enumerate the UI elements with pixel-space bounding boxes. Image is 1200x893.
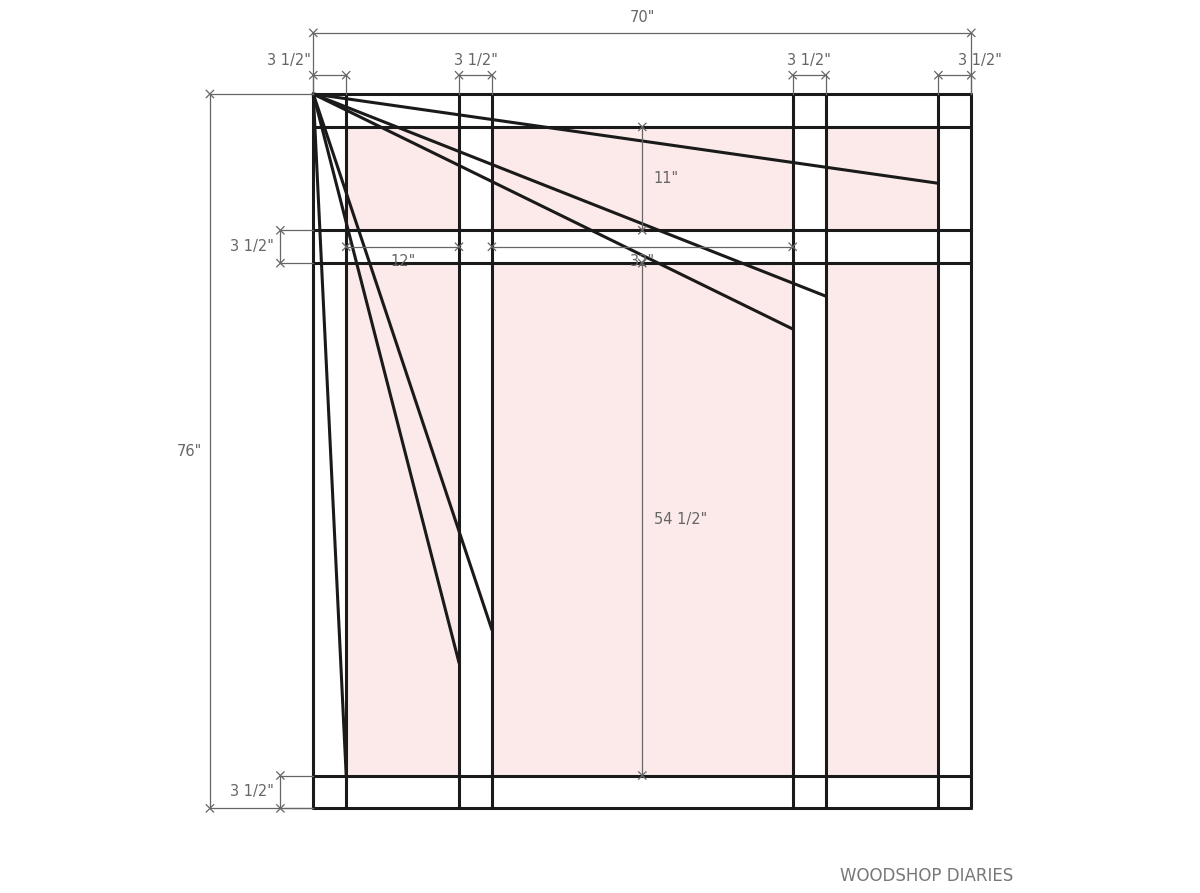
Text: 70": 70" [630,11,655,25]
Bar [346,127,458,230]
Text: 3 1/2": 3 1/2" [266,54,311,68]
Text: 3 1/2": 3 1/2" [958,54,1002,68]
Bar [826,127,938,230]
Text: 32": 32" [630,255,655,270]
Text: 3 1/2": 3 1/2" [230,784,274,799]
Text: 11": 11" [654,171,679,186]
Text: 12": 12" [390,255,415,270]
Bar [346,263,458,775]
Bar [492,127,793,230]
Bar [492,263,793,775]
Text: 3 1/2": 3 1/2" [454,54,497,68]
Text: 3 1/2": 3 1/2" [787,54,832,68]
Text: 76": 76" [178,444,203,459]
Text: WOODSHOP DIARIES: WOODSHOP DIARIES [840,867,1014,886]
Bar [826,263,938,775]
Text: 3 1/2": 3 1/2" [230,239,274,255]
Text: 54 1/2": 54 1/2" [654,512,707,527]
